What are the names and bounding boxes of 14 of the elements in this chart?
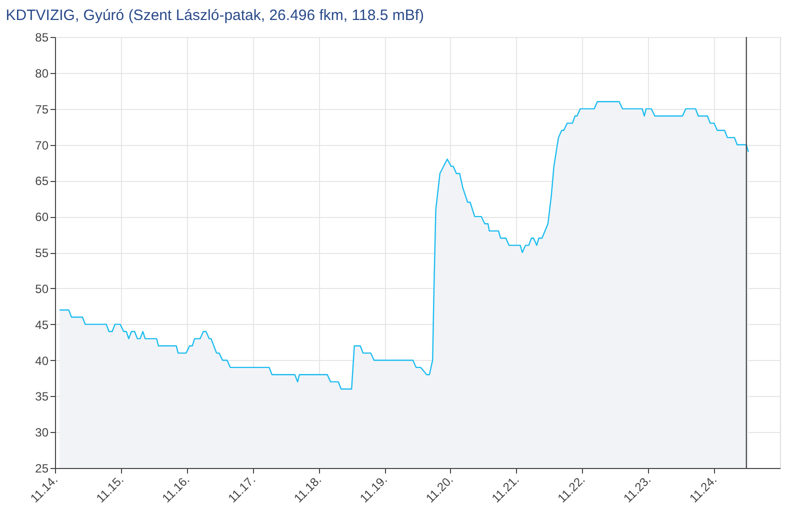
y-tick-label: 45 [35, 318, 49, 332]
y-tick-label: 30 [35, 426, 49, 440]
chart-title: KDTVIZIG, Gyúró (Szent László-patak, 26.496 fkm, 118.5 mBf) [6, 7, 424, 24]
y-tick-label: 25 [35, 462, 49, 476]
y-tick-label: 75 [35, 102, 49, 116]
y-tick-label: 80 [35, 66, 49, 80]
y-tick-label: 35 [35, 390, 49, 404]
y-tick-label: 50 [35, 282, 49, 296]
y-tick-label: 40 [35, 354, 49, 368]
y-tick-label: 60 [35, 210, 49, 224]
y-tick-label: 65 [35, 174, 49, 188]
y-tick-label: 55 [35, 246, 49, 260]
y-tick-label: 70 [35, 138, 49, 152]
y-tick-label: 85 [35, 30, 49, 44]
